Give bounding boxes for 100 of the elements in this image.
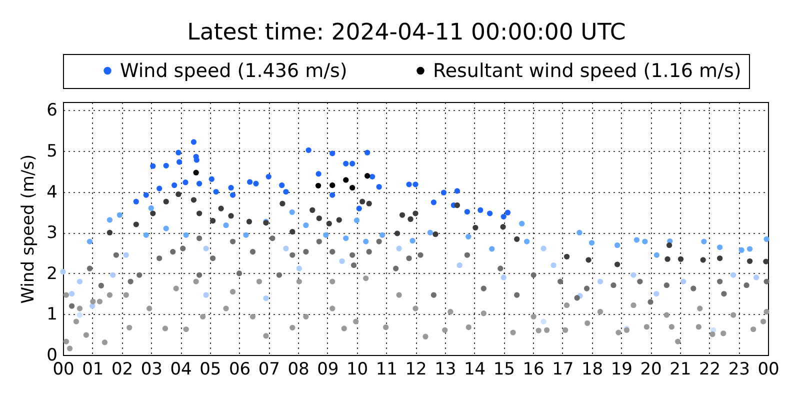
point [630,272,636,278]
point [230,192,236,198]
y-tick-label: 3 [46,223,58,244]
x-tick-label: 17 [552,360,574,380]
point [128,278,134,284]
point [280,200,286,206]
point [399,212,406,218]
point [303,222,309,228]
point [243,232,249,238]
point [588,240,595,246]
point [228,184,234,191]
point [514,236,520,242]
point [223,222,229,228]
x-tick-label: 02 [111,360,134,380]
point [464,252,470,258]
point [343,177,349,183]
point [514,292,520,298]
point [210,255,216,262]
point [406,182,412,188]
point [123,252,129,258]
point [610,282,616,288]
x-tick-label: 22 [698,360,721,380]
x-tick-label: 06 [228,360,251,380]
legend-label: Resultant wind speed (1.16 m/s) [433,60,742,82]
point [500,214,506,220]
y-tick-label: 6 [46,100,58,121]
point [744,282,750,288]
point [366,248,372,255]
point [310,207,316,213]
point [456,262,462,268]
point [156,186,162,192]
point [180,246,186,252]
point [190,139,197,145]
point [701,238,707,244]
x-tick-label: 00 [52,360,74,380]
point [478,207,484,213]
point [339,258,345,264]
x-tick-label: 04 [170,360,192,380]
point [614,242,620,248]
point [464,208,470,215]
point [68,303,75,309]
point [412,182,418,188]
point [614,262,620,268]
point [369,174,376,180]
point [406,255,412,262]
x-tick-label: 10 [346,360,368,380]
point [86,238,93,244]
point [664,282,670,288]
point [350,184,356,191]
point [392,266,399,272]
x-tick-label: 16 [522,360,544,380]
point [276,272,282,278]
x-tick-label: 15 [493,360,515,380]
point [540,318,546,324]
x-tick-label: 14 [464,360,486,380]
point [250,248,256,255]
point [642,238,648,244]
point [172,182,178,188]
point [637,278,643,284]
point [408,216,414,222]
point [208,176,214,182]
point [213,188,219,195]
point [716,278,723,284]
point [648,299,654,305]
point [263,295,269,302]
x-tick-label: 18 [581,360,604,380]
point [350,160,356,166]
point [196,272,202,278]
point [236,270,242,276]
point [519,220,525,226]
point [150,163,156,169]
point [326,220,332,226]
point [574,295,580,301]
point [176,159,182,165]
point [500,274,506,280]
point [394,230,400,236]
point [350,262,357,268]
legend-label: Wind speed (1.436 m/s) [120,60,348,82]
point [230,238,236,244]
point [654,252,660,258]
point [440,190,447,196]
point [183,232,189,238]
point [396,246,402,252]
x-tick-label: 05 [200,360,222,380]
point [746,258,753,264]
point [133,222,139,228]
point [283,246,289,252]
point [143,192,149,198]
point [163,162,169,168]
point [524,238,530,244]
point [746,246,753,252]
point [150,210,156,216]
point [427,230,434,236]
point [418,252,424,258]
x-tick-label: 12 [405,360,427,380]
point [330,150,336,156]
point [753,274,760,280]
point [430,292,437,298]
point [110,272,116,278]
point [106,230,113,236]
